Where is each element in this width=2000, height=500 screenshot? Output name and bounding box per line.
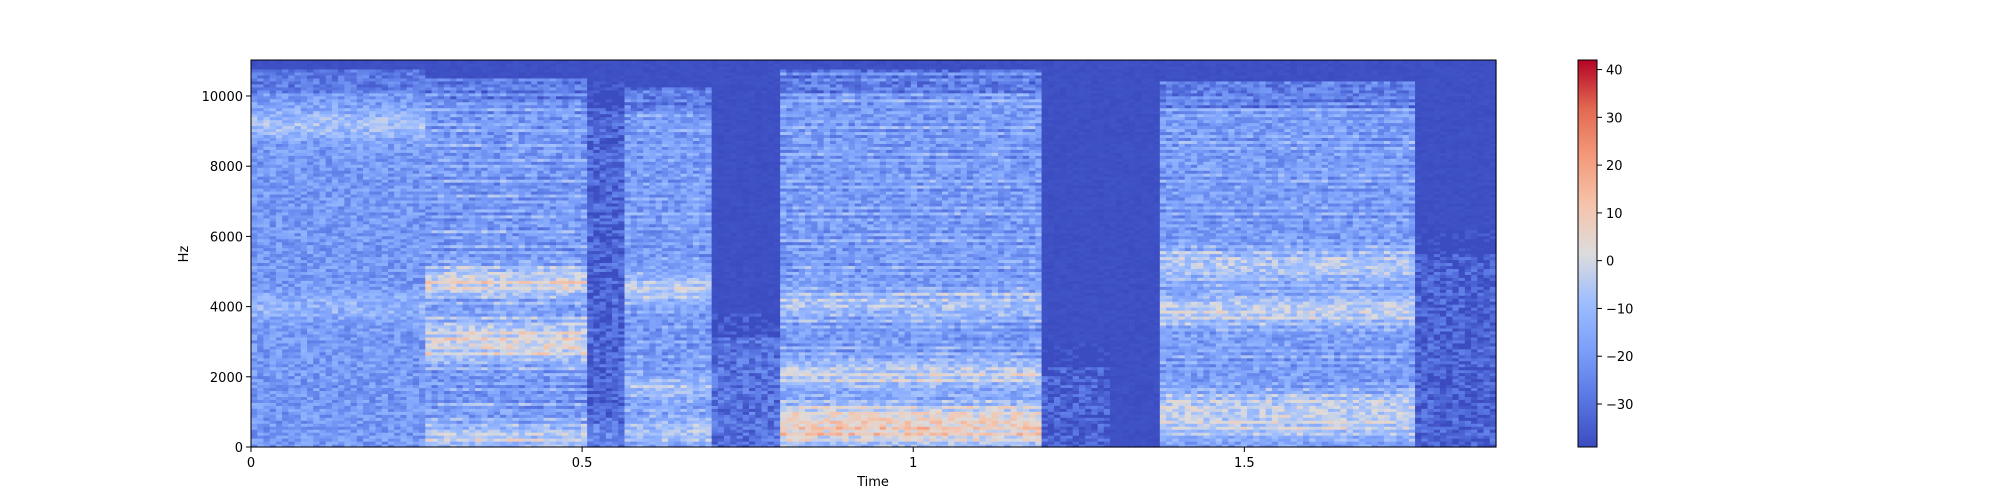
spectrogram-cell xyxy=(263,60,270,64)
spectrogram-cell xyxy=(419,60,426,64)
spectrogram-cell xyxy=(257,60,264,64)
spectrogram-cell xyxy=(319,60,326,64)
spectrogram-cell xyxy=(332,60,339,64)
spectrogram-cell xyxy=(270,60,277,64)
spectrogram-cell xyxy=(276,60,283,64)
spectrogram-cell xyxy=(413,60,420,64)
spectrogram-cell xyxy=(326,60,333,64)
spectrogram-cell xyxy=(382,60,389,64)
spectrogram-cell xyxy=(251,60,258,64)
spectrogram-cells xyxy=(251,60,1497,448)
spectrogram-cell xyxy=(307,60,314,64)
spectrogram-cell xyxy=(357,60,364,64)
spectrogram-cell xyxy=(295,60,302,64)
spectrogram-cell xyxy=(425,60,432,64)
spectrogram-cell xyxy=(407,60,414,64)
spectrogram-cell xyxy=(400,60,407,64)
spectrogram-cell xyxy=(388,60,395,64)
spectrogram-cell xyxy=(363,60,370,64)
spectrogram-cell xyxy=(438,60,445,64)
plot-area xyxy=(251,60,1497,448)
spectrogram-cell xyxy=(282,60,289,64)
spectrogram-cell xyxy=(301,60,308,64)
spectrogram-cell xyxy=(432,60,439,64)
spectrogram-cell xyxy=(288,60,295,64)
spectrogram-cell xyxy=(394,60,401,64)
spectrogram-cell xyxy=(369,60,376,64)
spectrogram-cell xyxy=(344,60,351,64)
spectrogram-cell xyxy=(313,60,320,64)
spectrogram-cell xyxy=(351,60,358,64)
spectrogram-cell xyxy=(376,60,383,64)
spectrogram-cell xyxy=(338,60,345,64)
